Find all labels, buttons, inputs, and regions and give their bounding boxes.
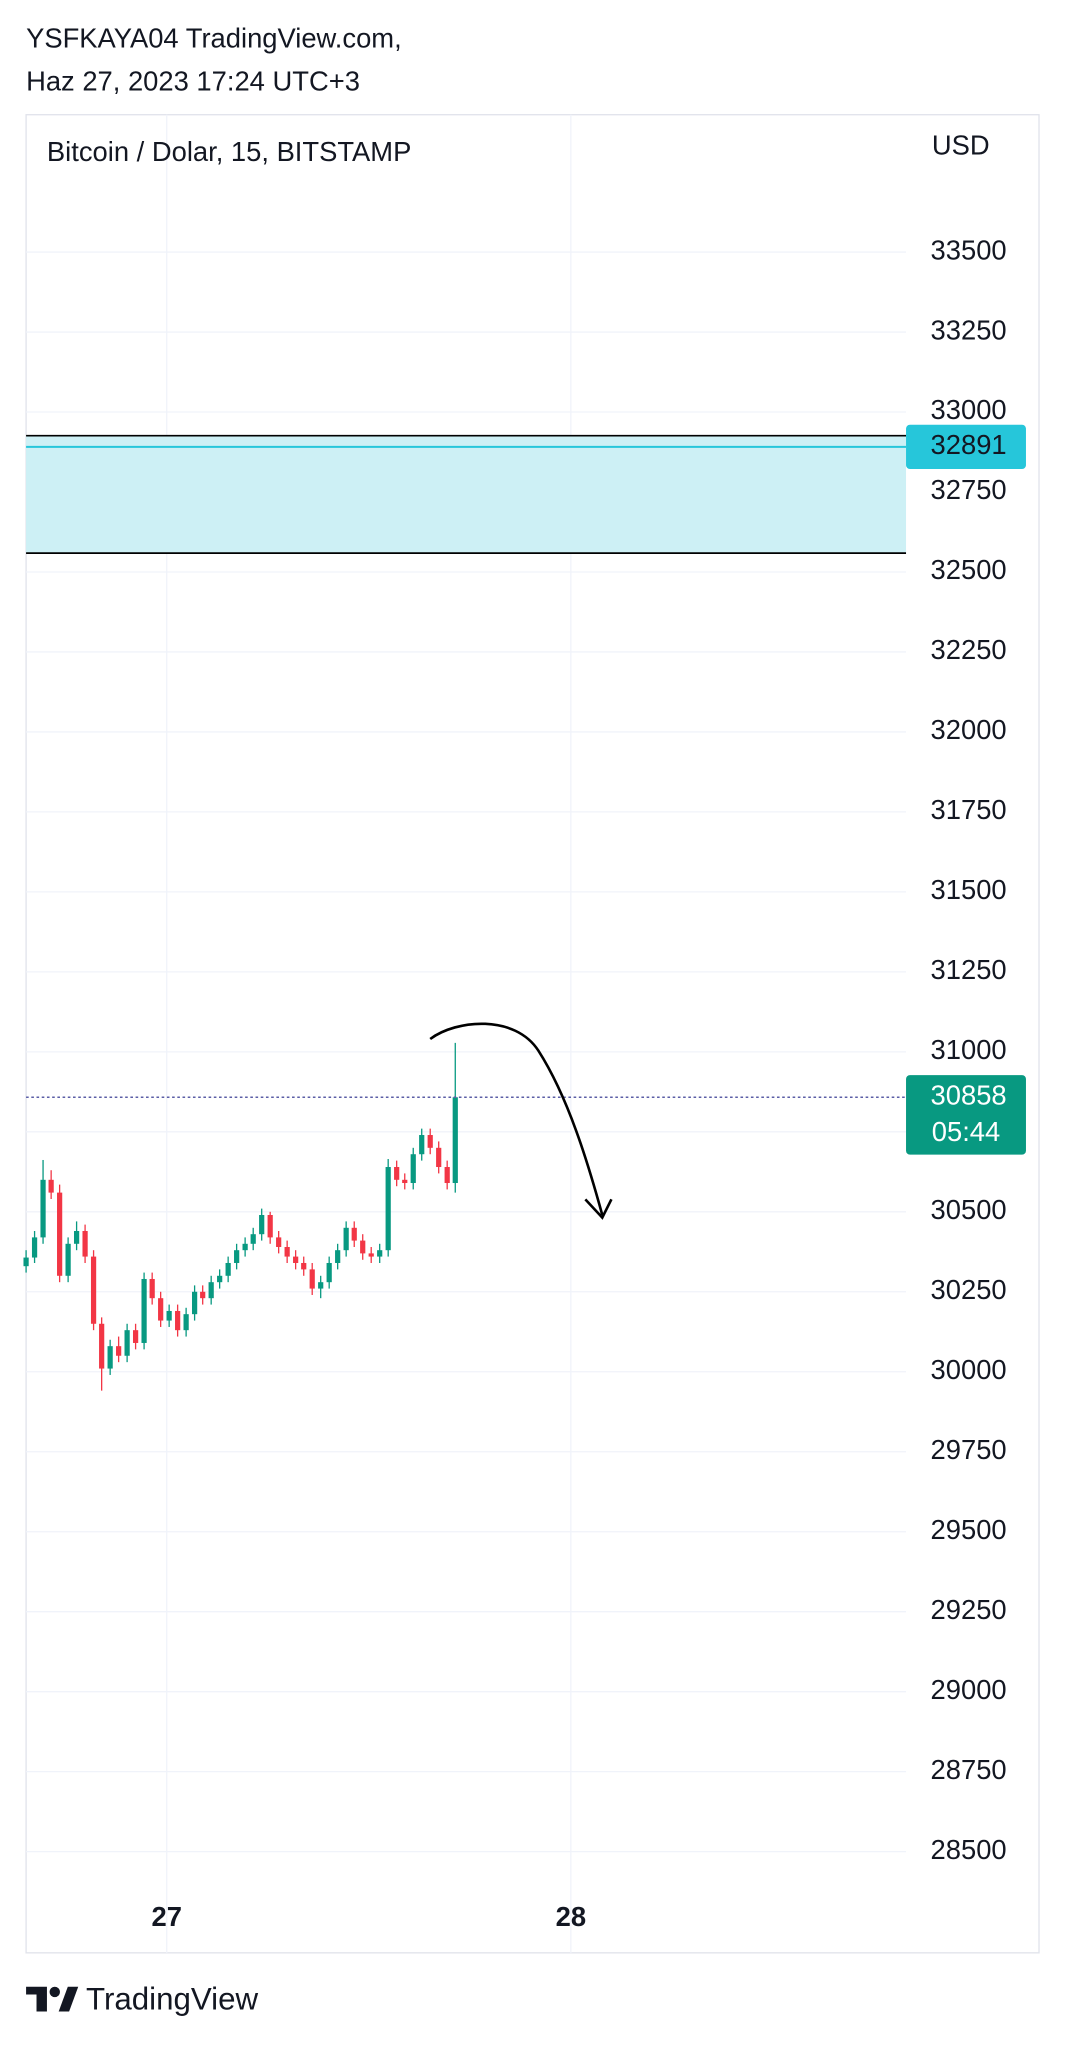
candle-body [343, 1227, 349, 1251]
currency: USD [932, 130, 990, 161]
candle-body [452, 1097, 458, 1184]
candle-body [293, 1256, 299, 1263]
candle-body [427, 1135, 433, 1148]
y-tick-label: 33250 [931, 314, 1007, 345]
y-tick-label: 29750 [931, 1434, 1007, 1465]
chart-frame [25, 114, 1040, 1954]
candle-body [225, 1262, 231, 1276]
y-tick-label: 32250 [931, 634, 1007, 665]
timestamp: Haz 27, 2023 17:24 UTC+3 [26, 66, 360, 97]
y-tick-label: 33500 [931, 234, 1007, 265]
candle-body [82, 1230, 88, 1257]
candle-body [57, 1192, 63, 1276]
price-zone [26, 435, 907, 554]
y-tick-label: 28500 [931, 1834, 1007, 1865]
candle-body [436, 1147, 442, 1168]
brand: TradingView [86, 1981, 258, 2016]
y-tick-label: 29000 [931, 1674, 1007, 1705]
candle-body [326, 1262, 332, 1283]
candle-body [250, 1234, 256, 1244]
candle-body [419, 1135, 425, 1155]
candle-body [335, 1250, 341, 1263]
candle-body [410, 1154, 416, 1184]
y-tick-label: 31250 [931, 954, 1007, 985]
candle-body [360, 1240, 366, 1254]
last-price-box [906, 1075, 1026, 1155]
y-tick-label: 32500 [931, 554, 1007, 585]
y-tick-label: 29250 [931, 1594, 1007, 1625]
candle-body [200, 1291, 206, 1299]
candle-body [48, 1179, 54, 1193]
candle-body [183, 1314, 189, 1331]
y-tick-label: 30250 [931, 1274, 1007, 1305]
author: YSFKAYA04 TradingView.com, [26, 23, 402, 54]
y-tick-label: 32000 [931, 714, 1007, 745]
candle-body [267, 1215, 273, 1238]
candle-body [158, 1298, 164, 1321]
candle-body [217, 1275, 223, 1283]
y-tick-label: 29500 [931, 1514, 1007, 1545]
candle-body [444, 1167, 450, 1184]
candle-body [318, 1282, 324, 1289]
countdown: 05:44 [932, 1116, 1000, 1147]
candle-body [23, 1257, 29, 1267]
y-tick-label: 30000 [931, 1354, 1007, 1385]
tv-logo [26, 1986, 79, 2012]
candle-body [377, 1250, 383, 1257]
candle-body [90, 1256, 97, 1324]
candle-body [402, 1179, 408, 1184]
candle-body [73, 1230, 80, 1244]
x-tick-label: 28 [556, 1901, 586, 1932]
candle-body [141, 1278, 147, 1343]
candle-body [385, 1167, 391, 1251]
candle-body [65, 1243, 71, 1276]
level-label-box [906, 424, 1026, 470]
y-tick-label: 30500 [931, 1194, 1007, 1225]
candle-body [284, 1246, 290, 1257]
candle-body [242, 1243, 248, 1251]
candle-body [301, 1262, 307, 1270]
candle-body [107, 1346, 113, 1369]
y-tick-label: 32750 [931, 474, 1007, 505]
y-tick-label: 31000 [931, 1034, 1007, 1065]
candle-body [309, 1269, 315, 1289]
candle-body [276, 1237, 282, 1247]
candle-body [175, 1310, 181, 1331]
candle-body [31, 1237, 38, 1258]
level-label: 32891 [931, 429, 1007, 460]
last-price-label: 30858 [931, 1080, 1007, 1111]
candle-body [116, 1346, 122, 1356]
drawn-arrow [429, 1022, 613, 1220]
candle-body [368, 1253, 374, 1257]
x-tick-label: 27 [152, 1901, 182, 1932]
candle-body [259, 1215, 265, 1235]
candle-body [191, 1291, 198, 1315]
candle-body [234, 1250, 240, 1263]
symbol-title: Bitcoin / Dolar, 15, BITSTAMP [47, 136, 411, 167]
candle-body [124, 1330, 130, 1356]
candle-body [99, 1323, 105, 1369]
y-tick-label: 31500 [931, 874, 1007, 905]
y-tick-label: 31750 [931, 794, 1007, 825]
candle-body [132, 1330, 139, 1343]
y-tick-label: 28750 [931, 1754, 1007, 1785]
candle-body [166, 1310, 172, 1321]
candle-body [149, 1278, 155, 1299]
candle-body [394, 1167, 400, 1180]
candle-body [40, 1179, 46, 1238]
candle-body [351, 1227, 357, 1241]
candle-body [208, 1282, 214, 1299]
y-tick-label: 33000 [931, 394, 1007, 425]
